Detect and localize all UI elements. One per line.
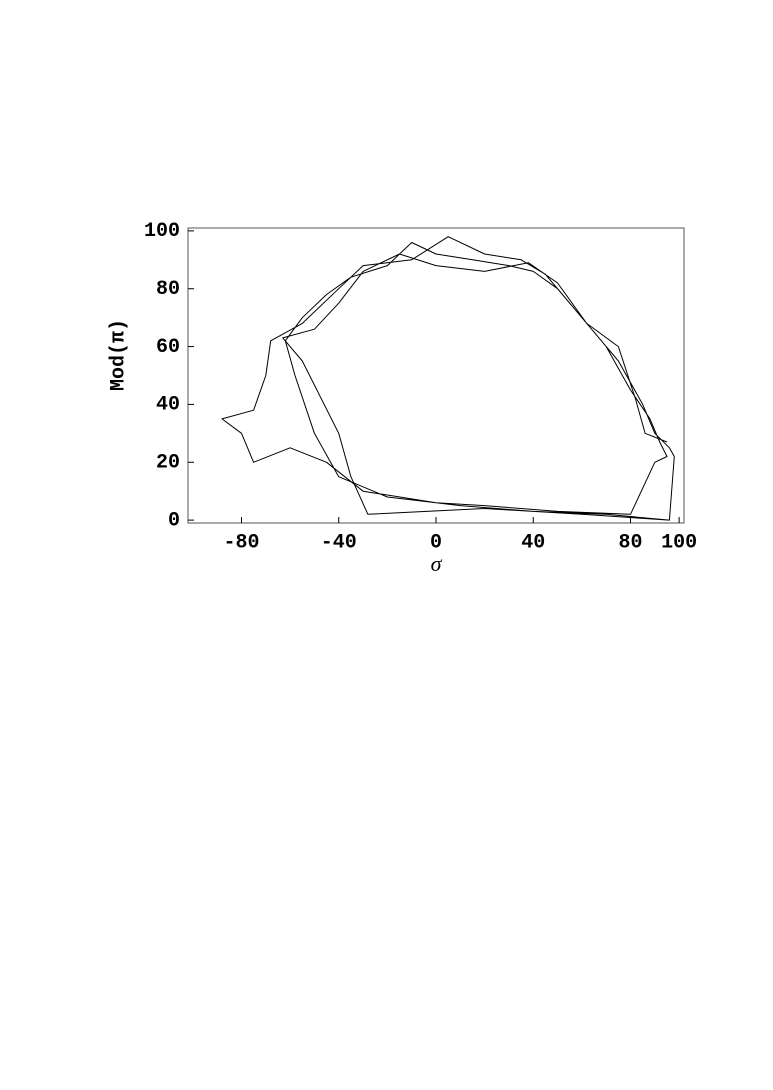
x-axis-label: σ [431, 551, 443, 576]
y-tick-label: 40 [156, 394, 180, 417]
x-tick-label: 100 [661, 531, 697, 554]
y-axis-label: Mod(π) [107, 319, 130, 391]
trajectory [221, 236, 675, 521]
y-tick-label: 100 [144, 220, 180, 243]
plot-frame [187, 227, 685, 524]
x-tick-label: 0 [430, 531, 442, 554]
x-tick-label: 40 [521, 531, 545, 554]
y-tick-label: 20 [156, 452, 180, 475]
y-tick-label: 80 [156, 278, 180, 301]
x-tick-label: 80 [619, 531, 643, 554]
y-tick-label: 0 [168, 509, 180, 532]
y-tick-label: 60 [156, 336, 180, 359]
x-tick-label: -40 [321, 531, 357, 554]
x-tick-label: -80 [223, 531, 259, 554]
